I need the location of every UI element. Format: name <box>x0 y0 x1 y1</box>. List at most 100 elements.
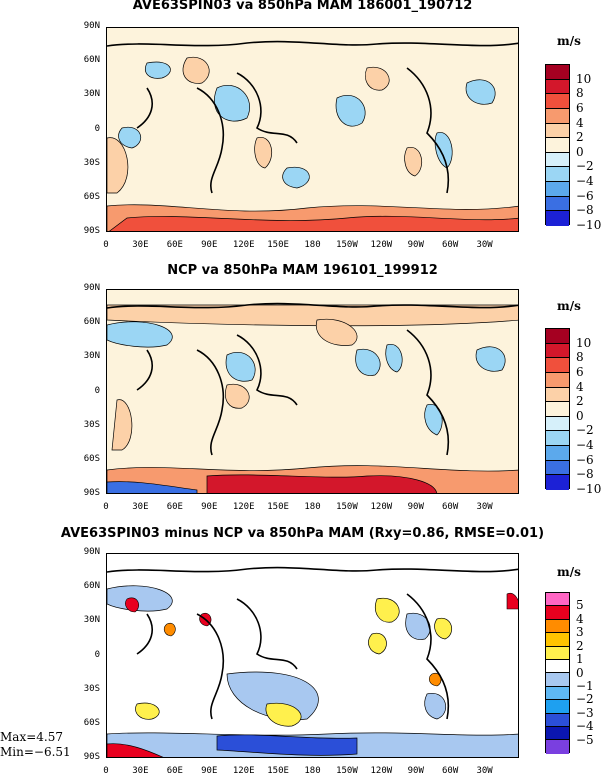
lat-tick-label: 0 <box>94 649 100 660</box>
lat-tick-label: 90N <box>83 21 100 31</box>
lon-tick-label: 0 <box>103 766 109 776</box>
colorbar-segment <box>546 343 569 359</box>
lat-tick-label: 30S <box>83 157 100 168</box>
colorbar-label: 2 <box>576 638 584 653</box>
lat-tick-label: 90N <box>83 547 100 557</box>
lon-tick-label: 60E <box>166 240 183 250</box>
panel2-units: m/s <box>557 299 581 313</box>
colorbar-segment <box>546 416 569 432</box>
colorbar-segment <box>546 646 569 661</box>
lat-tick-label: 60N <box>83 55 100 66</box>
lon-tick-label: 120E <box>232 502 255 512</box>
colorbar-label: 4 <box>576 115 584 130</box>
lat-tick-label: 30S <box>83 683 100 694</box>
colorbar-segment <box>546 108 569 124</box>
lat-tick-label: 0 <box>94 385 100 396</box>
colorbar-segment <box>546 686 569 701</box>
lat-tick-label: 90S <box>83 752 100 762</box>
lon-tick-label: 120W <box>370 766 393 776</box>
colorbar-segment <box>546 619 569 634</box>
colorbar-label: −8 <box>576 467 594 482</box>
colorbar-segment <box>546 740 569 754</box>
colorbar-segment <box>546 402 569 417</box>
panel1-contours <box>107 40 518 231</box>
lon-tick-label: 30E <box>132 766 149 776</box>
colorbar-label: 0 <box>576 144 584 159</box>
lon-tick-label: 30W <box>476 240 493 250</box>
colorbar-segment <box>546 446 569 461</box>
lat-tick-label: 60N <box>83 581 100 592</box>
max-stat: Max=4.57 <box>0 730 63 744</box>
lat-tick-label: 90S <box>83 488 100 498</box>
colorbar-label: −2 <box>576 692 594 707</box>
colorbar-label: −10 <box>576 218 602 232</box>
colorbar-segment <box>546 593 569 607</box>
colorbar-label: 0 <box>576 665 584 680</box>
lon-tick-label: 0 <box>103 502 109 512</box>
lat-tick-label: 30N <box>83 89 100 100</box>
colorbar-label: 6 <box>576 364 584 379</box>
colorbar-segment <box>546 606 569 620</box>
colorbar-segment <box>546 182 569 197</box>
colorbar-segment <box>546 79 569 95</box>
panel1-map <box>106 27 519 232</box>
lat-tick-label: 60S <box>83 717 100 728</box>
colorbar-label: −1 <box>576 678 594 693</box>
lon-tick-label: 150E <box>267 502 289 512</box>
colorbar-segment <box>546 633 569 647</box>
lat-tick-label: 60N <box>83 317 100 328</box>
colorbar-label: 6 <box>576 100 584 115</box>
panel3-title: AVE63SPIN03 minus NCP va 850hPa MAM (Rxy… <box>60 526 545 541</box>
lat-tick-label: 30N <box>83 615 100 626</box>
colorbar-label: −6 <box>576 452 594 467</box>
colorbar-label: −2 <box>576 423 594 438</box>
colorbar-label: −6 <box>576 188 594 203</box>
colorbar-label: −4 <box>576 438 594 453</box>
lon-tick-label: 120E <box>232 240 255 250</box>
lon-tick-label: 30W <box>476 766 493 776</box>
lon-tick-label: 180 <box>304 502 321 512</box>
lon-tick-label: 180 <box>304 240 321 250</box>
colorbar-label: 5 <box>576 598 584 613</box>
colorbar-label: 2 <box>576 130 584 145</box>
colorbar-label: 10 <box>576 71 592 86</box>
colorbar-label: −5 <box>576 732 594 747</box>
colorbar-label: 3 <box>576 625 584 640</box>
colorbar-segment <box>546 65 569 80</box>
colorbar-segment <box>546 713 569 728</box>
colorbar-segment <box>546 358 569 373</box>
lon-tick-label: 90W <box>407 766 424 776</box>
lat-tick-label: 30S <box>83 419 100 430</box>
colorbar-label: 0 <box>576 408 584 423</box>
colorbar-segment <box>546 700 569 714</box>
panel3-contours <box>107 566 518 757</box>
lat-tick-label: 90S <box>83 226 100 236</box>
colorbar-segment <box>546 460 569 476</box>
lon-tick-label: 150W <box>336 502 358 512</box>
lat-tick-label: 90N <box>83 283 100 293</box>
colorbar-label: 4 <box>576 379 584 394</box>
lon-tick-label: 90E <box>201 766 218 776</box>
colorbar-segment <box>546 660 569 674</box>
colorbar-segment <box>546 196 569 212</box>
panel2-colorbar <box>545 328 570 490</box>
colorbar-label: −8 <box>576 203 594 218</box>
lon-tick-label: 120W <box>370 240 393 250</box>
colorbar-segment <box>546 123 569 139</box>
lon-tick-label: 150E <box>267 766 289 776</box>
panel1-units: m/s <box>557 34 581 48</box>
panel2-contours <box>107 302 518 493</box>
colorbar-segment <box>546 727 569 741</box>
panel3-colorbar <box>545 592 570 754</box>
colorbar-label: 1 <box>576 652 584 667</box>
panel1-colorbar <box>545 64 570 226</box>
colorbar-segment <box>546 372 569 388</box>
colorbar-segment <box>546 329 569 344</box>
colorbar-label: −3 <box>576 705 594 720</box>
panel2-map <box>106 289 519 494</box>
lon-tick-label: 30E <box>132 502 149 512</box>
panel3-units: m/s <box>557 565 581 579</box>
lon-tick-label: 120E <box>232 766 255 776</box>
lon-tick-label: 90E <box>201 502 218 512</box>
colorbar-segment <box>546 152 569 168</box>
